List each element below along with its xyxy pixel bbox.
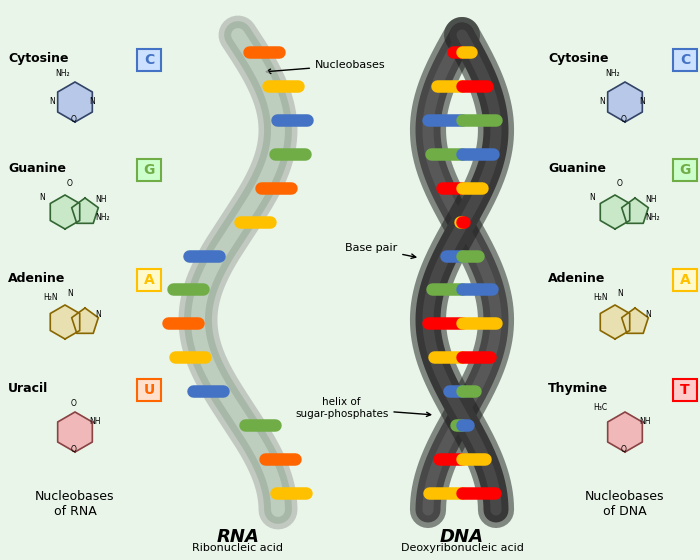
Text: NH: NH: [89, 417, 101, 426]
Text: G: G: [679, 163, 691, 177]
Text: H₂N: H₂N: [43, 293, 57, 302]
Text: O: O: [621, 445, 627, 454]
Polygon shape: [608, 82, 643, 122]
FancyBboxPatch shape: [137, 159, 161, 181]
Text: N: N: [95, 310, 101, 319]
Text: NH₂: NH₂: [55, 69, 69, 78]
Text: NH₂: NH₂: [95, 213, 110, 222]
Text: Uracil: Uracil: [8, 382, 48, 395]
Text: T: T: [680, 383, 690, 397]
Text: N: N: [89, 97, 95, 106]
FancyBboxPatch shape: [673, 269, 697, 291]
Text: H₂N: H₂N: [593, 293, 608, 302]
Text: A: A: [680, 273, 690, 287]
Text: Adenine: Adenine: [548, 272, 606, 285]
FancyBboxPatch shape: [673, 379, 697, 401]
Text: N: N: [589, 193, 595, 202]
Text: Nucleobases: Nucleobases: [266, 60, 386, 73]
Text: NH₂: NH₂: [605, 69, 620, 78]
Text: NH: NH: [639, 417, 650, 426]
Text: Nucleobases
of DNA: Nucleobases of DNA: [585, 490, 665, 518]
Text: C: C: [144, 53, 154, 67]
Text: N: N: [617, 289, 623, 298]
Text: N: N: [39, 193, 45, 202]
Text: N: N: [599, 97, 605, 106]
FancyBboxPatch shape: [137, 379, 161, 401]
Text: N: N: [639, 97, 645, 106]
Text: helix of
sugar-phosphates: helix of sugar-phosphates: [295, 397, 430, 419]
Text: Nucleobases
of RNA: Nucleobases of RNA: [35, 490, 115, 518]
Text: H₃C: H₃C: [593, 403, 607, 412]
Text: NH: NH: [95, 195, 106, 204]
Text: Adenine: Adenine: [8, 272, 65, 285]
Text: N: N: [67, 289, 73, 298]
Text: O: O: [71, 399, 77, 408]
Text: Guanine: Guanine: [8, 162, 66, 175]
Text: U: U: [144, 383, 155, 397]
FancyBboxPatch shape: [137, 49, 161, 71]
Polygon shape: [601, 305, 630, 339]
Text: O: O: [71, 445, 77, 454]
Text: N: N: [645, 310, 651, 319]
Polygon shape: [608, 412, 643, 452]
Text: Ribonucleic acid: Ribonucleic acid: [193, 543, 284, 553]
Polygon shape: [622, 308, 648, 333]
Text: A: A: [144, 273, 155, 287]
FancyBboxPatch shape: [673, 49, 697, 71]
Text: O: O: [67, 179, 73, 188]
Text: O: O: [621, 115, 627, 124]
Polygon shape: [71, 308, 98, 333]
Text: DNA: DNA: [440, 528, 484, 546]
Text: O: O: [617, 179, 623, 188]
Polygon shape: [57, 82, 92, 122]
Polygon shape: [622, 198, 648, 223]
Text: Thymine: Thymine: [548, 382, 608, 395]
Text: RNA: RNA: [216, 528, 260, 546]
FancyBboxPatch shape: [137, 269, 161, 291]
Polygon shape: [50, 305, 80, 339]
Text: NH₂: NH₂: [645, 213, 659, 222]
Text: O: O: [71, 115, 77, 124]
Polygon shape: [71, 198, 98, 223]
FancyBboxPatch shape: [673, 159, 697, 181]
Text: Cytosine: Cytosine: [548, 52, 608, 65]
Text: NH: NH: [645, 195, 657, 204]
Text: N: N: [49, 97, 55, 106]
Polygon shape: [50, 195, 80, 229]
Text: C: C: [680, 53, 690, 67]
Polygon shape: [601, 195, 630, 229]
Text: Cytosine: Cytosine: [8, 52, 69, 65]
Text: Deoxyribonucleic acid: Deoxyribonucleic acid: [400, 543, 524, 553]
Text: Guanine: Guanine: [548, 162, 606, 175]
Polygon shape: [57, 412, 92, 452]
Text: G: G: [144, 163, 155, 177]
Text: Base pair: Base pair: [345, 243, 416, 258]
